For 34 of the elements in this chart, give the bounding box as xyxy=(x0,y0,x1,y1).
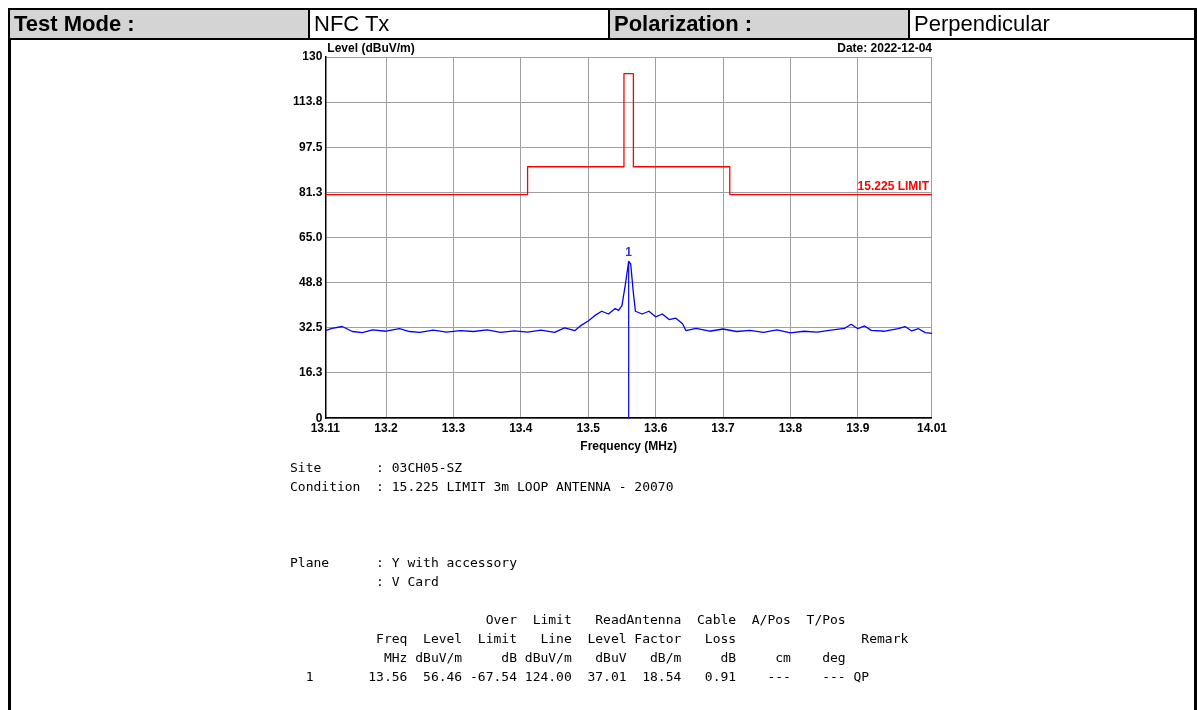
text: Site : 03CH05-SZ xyxy=(290,460,463,475)
y-tick-label: 81.3 xyxy=(299,184,323,199)
text: Freq Level Limit Line Level Factor Loss Remark xyxy=(376,631,909,646)
x-tick-label: 13.5 xyxy=(576,420,601,435)
y-tick-label: 16.3 xyxy=(299,365,323,380)
x-tick-label: 13.7 xyxy=(711,420,736,435)
series-label: 15.225 LIMIT xyxy=(857,178,930,193)
y-axis-title: Level (dBuV/m) xyxy=(327,41,415,56)
y-tick-label: 32.5 xyxy=(299,320,323,335)
text: NFC Tx xyxy=(309,9,609,39)
chart-subtitle: Date: 2022-12-04 xyxy=(837,41,933,56)
x-tick-label: 13.4 xyxy=(509,420,533,435)
text: Polarization : xyxy=(609,9,909,39)
y-tick-label: 48.8 xyxy=(299,274,323,289)
x-tick-label: 13.2 xyxy=(374,420,399,435)
x-tick-label: 13.8 xyxy=(778,420,803,435)
text: Condition : 15.225 LIMIT 3m LOOP ANTENNA - 20070 xyxy=(290,479,674,494)
x-tick-label: 13.9 xyxy=(846,420,870,435)
text: Test Mode : xyxy=(9,9,309,39)
x-tick-label: 13.3 xyxy=(441,420,466,435)
y-tick-label: 113.8 xyxy=(292,94,323,109)
y-tick-label: 97.5 xyxy=(299,139,323,154)
y-tick-label: 65.0 xyxy=(299,229,323,244)
y-tick-label: 130 xyxy=(302,49,323,64)
text: MHz dBuV/m dB dBuV/m dBuV dB/m dB cm deg xyxy=(383,650,846,665)
text: Over Limit ReadAntenna Cable A/Pos T/Pos xyxy=(485,612,846,627)
text: Perpendicular xyxy=(909,9,1196,39)
x-axis-title: Frequency (MHz) xyxy=(580,439,678,454)
text: : V Card xyxy=(376,574,439,589)
x-tick-label: 14.01 xyxy=(916,420,948,435)
annotation: 1 xyxy=(625,244,633,259)
text: Plane : Y with accessory xyxy=(290,555,517,570)
x-tick-label: 13.6 xyxy=(643,420,668,435)
text: 1 13.56 56.46 -67.54 124.00 37.01 18.54 0.91 --- --- QP xyxy=(305,669,870,684)
